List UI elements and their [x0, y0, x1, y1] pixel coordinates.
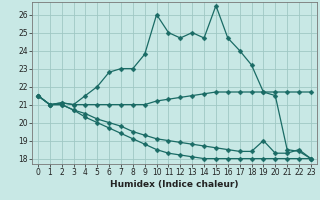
- X-axis label: Humidex (Indice chaleur): Humidex (Indice chaleur): [110, 180, 239, 189]
